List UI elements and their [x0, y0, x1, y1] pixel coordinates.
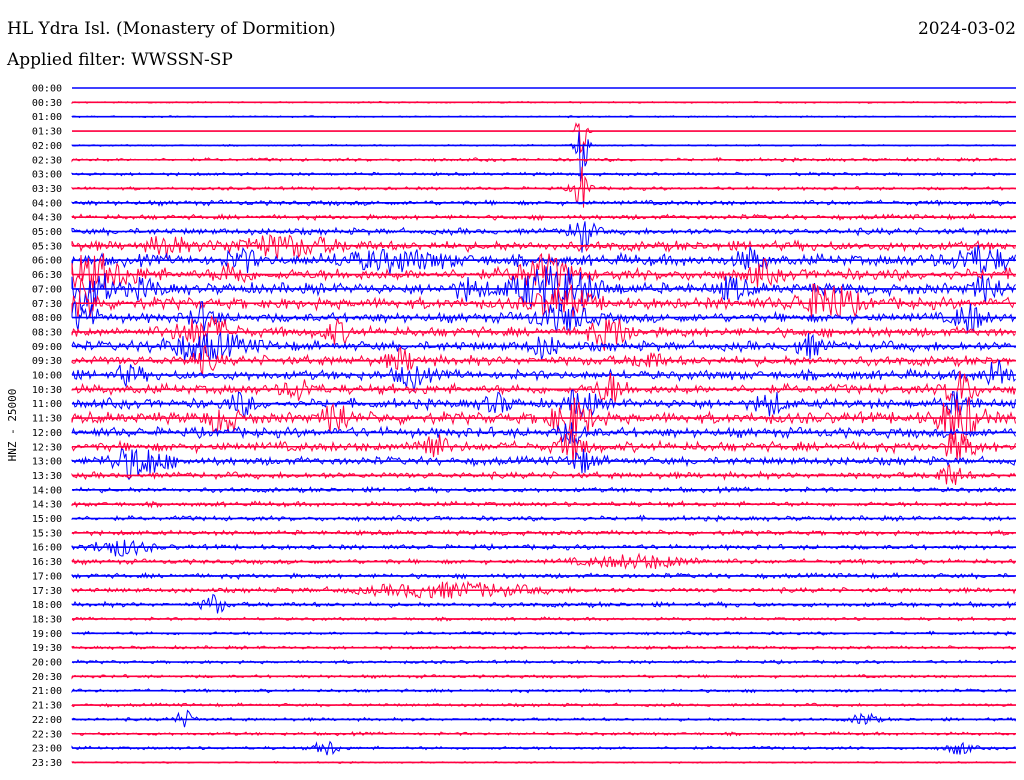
trace-line — [71, 528, 1016, 537]
time-label: 20:00 — [32, 658, 62, 669]
time-label: 10:30 — [32, 385, 62, 396]
trace-line — [72, 122, 1016, 154]
trace-line — [71, 616, 1016, 622]
time-label: 22:30 — [32, 729, 62, 740]
time-label: 21:00 — [32, 686, 62, 697]
y-axis-label: HNZ - 25000 — [6, 389, 19, 462]
time-label: 12:00 — [32, 428, 62, 439]
trace-line — [71, 422, 1016, 446]
filter-label: Applied filter: WWSSN-SP — [7, 50, 233, 70]
time-label: 04:30 — [32, 213, 62, 224]
time-label: 09:00 — [32, 342, 62, 353]
time-label: 23:30 — [32, 758, 62, 769]
time-label: 20:30 — [32, 672, 62, 683]
time-label: 23:00 — [32, 744, 62, 755]
trace-rows: 00:00 00:30 01:00 01:30 02:00 02:30 03:00 03:30… — [32, 84, 1016, 769]
time-label: 05:30 — [32, 241, 62, 252]
time-label: 02:30 — [32, 155, 62, 166]
time-label: 00:30 — [32, 98, 62, 109]
time-label: 06:30 — [32, 270, 62, 281]
time-label: 19:00 — [32, 629, 62, 640]
time-label: 03:30 — [32, 184, 62, 195]
time-label: 07:00 — [32, 284, 62, 295]
time-label: 02:00 — [32, 141, 62, 152]
trace-line — [71, 244, 1016, 275]
time-label: 22:00 — [32, 715, 62, 726]
time-label: 17:00 — [32, 571, 62, 582]
time-label: 01:00 — [32, 112, 62, 123]
time-label: 11:00 — [32, 399, 62, 410]
time-label: 08:30 — [32, 327, 62, 338]
time-label: 03:00 — [32, 170, 62, 181]
time-label: 11:30 — [32, 414, 62, 425]
time-label: 18:30 — [32, 614, 62, 625]
trace-line — [71, 593, 1016, 614]
time-label: 15:30 — [32, 528, 62, 539]
time-label: 21:30 — [32, 701, 62, 712]
time-label: 07:30 — [32, 299, 62, 310]
time-label: 19:30 — [32, 643, 62, 654]
time-label: 15:00 — [32, 514, 62, 525]
trace-line — [71, 709, 1016, 728]
trace-line — [71, 314, 1016, 351]
station-title: HL Ydra Isl. (Monastery of Dormition) — [7, 19, 336, 39]
trace-line — [71, 234, 1016, 259]
time-label: 05:00 — [32, 227, 62, 238]
time-label: 13:00 — [32, 457, 62, 468]
trace-line — [71, 644, 1016, 651]
time-label: 16:00 — [32, 543, 62, 554]
time-label: 17:30 — [32, 586, 62, 597]
time-label: 12:30 — [32, 442, 62, 453]
trace-line — [71, 277, 1016, 319]
time-label: 14:00 — [32, 485, 62, 496]
time-label: 13:30 — [32, 471, 62, 482]
trace-line — [71, 389, 1016, 419]
time-label: 14:30 — [32, 500, 62, 511]
time-label: 00:00 — [32, 84, 62, 95]
time-label: 18:00 — [32, 600, 62, 611]
time-label: 16:30 — [32, 557, 62, 568]
time-label: 10:00 — [32, 371, 62, 382]
trace-line — [71, 332, 1016, 362]
time-label: 04:00 — [32, 198, 62, 209]
trace-line — [71, 359, 1016, 392]
time-label: 09:30 — [32, 356, 62, 367]
time-label: 06:00 — [32, 256, 62, 267]
time-label: 08:00 — [32, 313, 62, 324]
trace-line — [71, 539, 1016, 557]
plot-date: 2024-03-02 — [917, 19, 1016, 39]
time-label: 01:30 — [32, 127, 62, 138]
trace-line — [71, 252, 1016, 294]
